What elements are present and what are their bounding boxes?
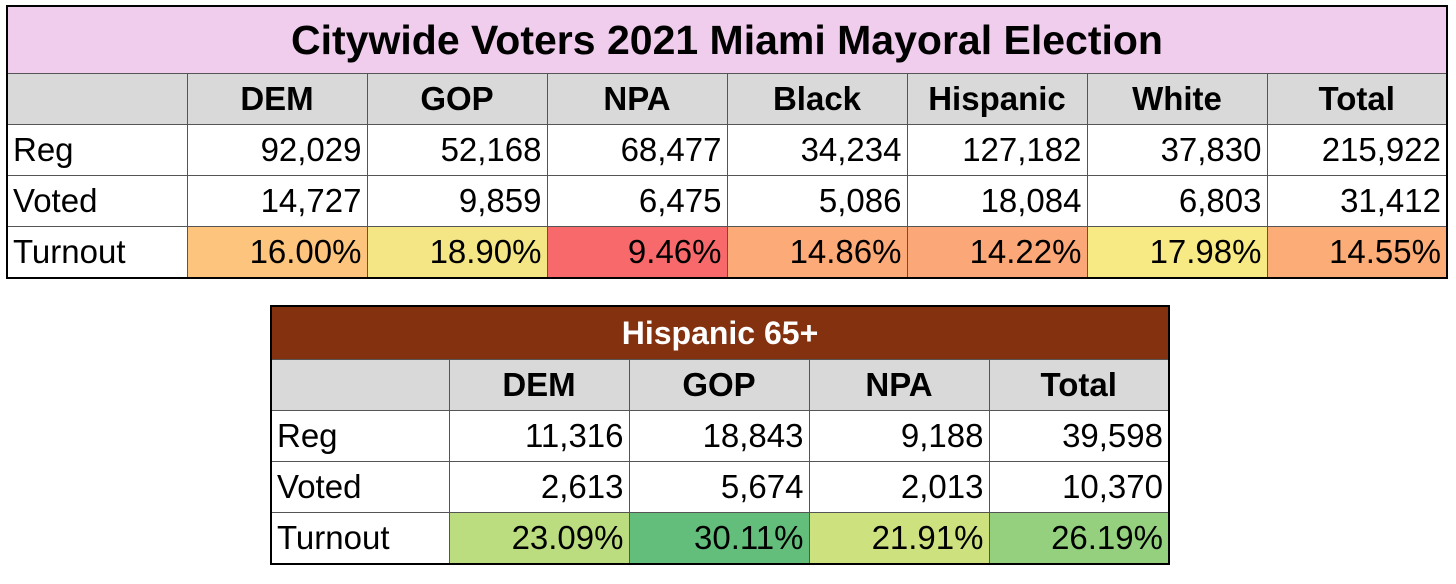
table-cell: 68,477 [546, 124, 728, 176]
row-label: Turnout [270, 512, 450, 565]
table-row-reg: Reg 11,316 18,843 9,188 39,598 [270, 410, 1170, 462]
table-cell: 18,084 [906, 175, 1088, 227]
table-cell: 2,013 [808, 461, 990, 513]
row-label: Voted [6, 175, 188, 227]
header-white: White [1086, 73, 1268, 125]
turnout-cell: 17.98% [1086, 226, 1268, 279]
table-cell: 37,830 [1086, 124, 1268, 176]
turnout-cell: 21.91% [808, 512, 990, 565]
header-empty-cell [270, 359, 450, 411]
header-gop: GOP [628, 359, 810, 411]
table-cell: 92,029 [186, 124, 368, 176]
table-row-reg: Reg 92,029 52,168 68,477 34,234 127,182 … [6, 124, 1448, 176]
table-cell: 14,727 [186, 175, 368, 227]
turnout-cell: 14.22% [906, 226, 1088, 279]
table-row-turnout: Turnout 23.09% 30.11% 21.91% 26.19% [270, 512, 1170, 565]
row-label: Voted [270, 461, 450, 513]
table-cell: 10,370 [988, 461, 1170, 513]
table-cell: 34,234 [726, 124, 908, 176]
table-cell: 9,859 [366, 175, 548, 227]
hispanic-table-title: Hispanic 65+ [270, 305, 1170, 360]
citywide-header-row: DEM GOP NPA Black Hispanic White Total [6, 73, 1448, 125]
header-empty-cell [6, 73, 188, 125]
row-label: Reg [270, 410, 450, 462]
hispanic-65-table: Hispanic 65+ DEM GOP NPA Total Reg 11,31… [270, 305, 1170, 565]
table-cell: 6,803 [1086, 175, 1268, 227]
table-cell: 2,613 [448, 461, 630, 513]
table-cell: 9,188 [808, 410, 990, 462]
turnout-cell: 26.19% [988, 512, 1170, 565]
table-cell: 5,674 [628, 461, 810, 513]
header-npa: NPA [546, 73, 728, 125]
table-row-turnout: Turnout 16.00% 18.90% 9.46% 14.86% 14.22… [6, 226, 1448, 279]
turnout-cell: 16.00% [186, 226, 368, 279]
header-total: Total [1266, 73, 1448, 125]
table-cell: 5,086 [726, 175, 908, 227]
table-cell: 6,475 [546, 175, 728, 227]
hispanic-header-row: DEM GOP NPA Total [270, 359, 1170, 411]
row-label: Turnout [6, 226, 188, 279]
turnout-cell: 23.09% [448, 512, 630, 565]
table-cell: 11,316 [448, 410, 630, 462]
header-dem: DEM [448, 359, 630, 411]
header-gop: GOP [366, 73, 548, 125]
header-black: Black [726, 73, 908, 125]
table-cell: 127,182 [906, 124, 1088, 176]
turnout-cell: 18.90% [366, 226, 548, 279]
citywide-voters-table: Citywide Voters 2021 Miami Mayoral Elect… [6, 5, 1448, 279]
turnout-cell: 14.55% [1266, 226, 1448, 279]
table-row-voted: Voted 14,727 9,859 6,475 5,086 18,084 6,… [6, 175, 1448, 227]
turnout-cell: 14.86% [726, 226, 908, 279]
header-hispanic: Hispanic [906, 73, 1088, 125]
citywide-table-title: Citywide Voters 2021 Miami Mayoral Elect… [6, 5, 1448, 74]
header-total: Total [988, 359, 1170, 411]
header-npa: NPA [808, 359, 990, 411]
table-cell: 18,843 [628, 410, 810, 462]
table-cell: 39,598 [988, 410, 1170, 462]
table-cell: 215,922 [1266, 124, 1448, 176]
table-row-voted: Voted 2,613 5,674 2,013 10,370 [270, 461, 1170, 513]
turnout-cell: 30.11% [628, 512, 810, 565]
turnout-cell: 9.46% [546, 226, 728, 279]
table-cell: 31,412 [1266, 175, 1448, 227]
header-dem: DEM [186, 73, 368, 125]
table-cell: 52,168 [366, 124, 548, 176]
row-label: Reg [6, 124, 188, 176]
